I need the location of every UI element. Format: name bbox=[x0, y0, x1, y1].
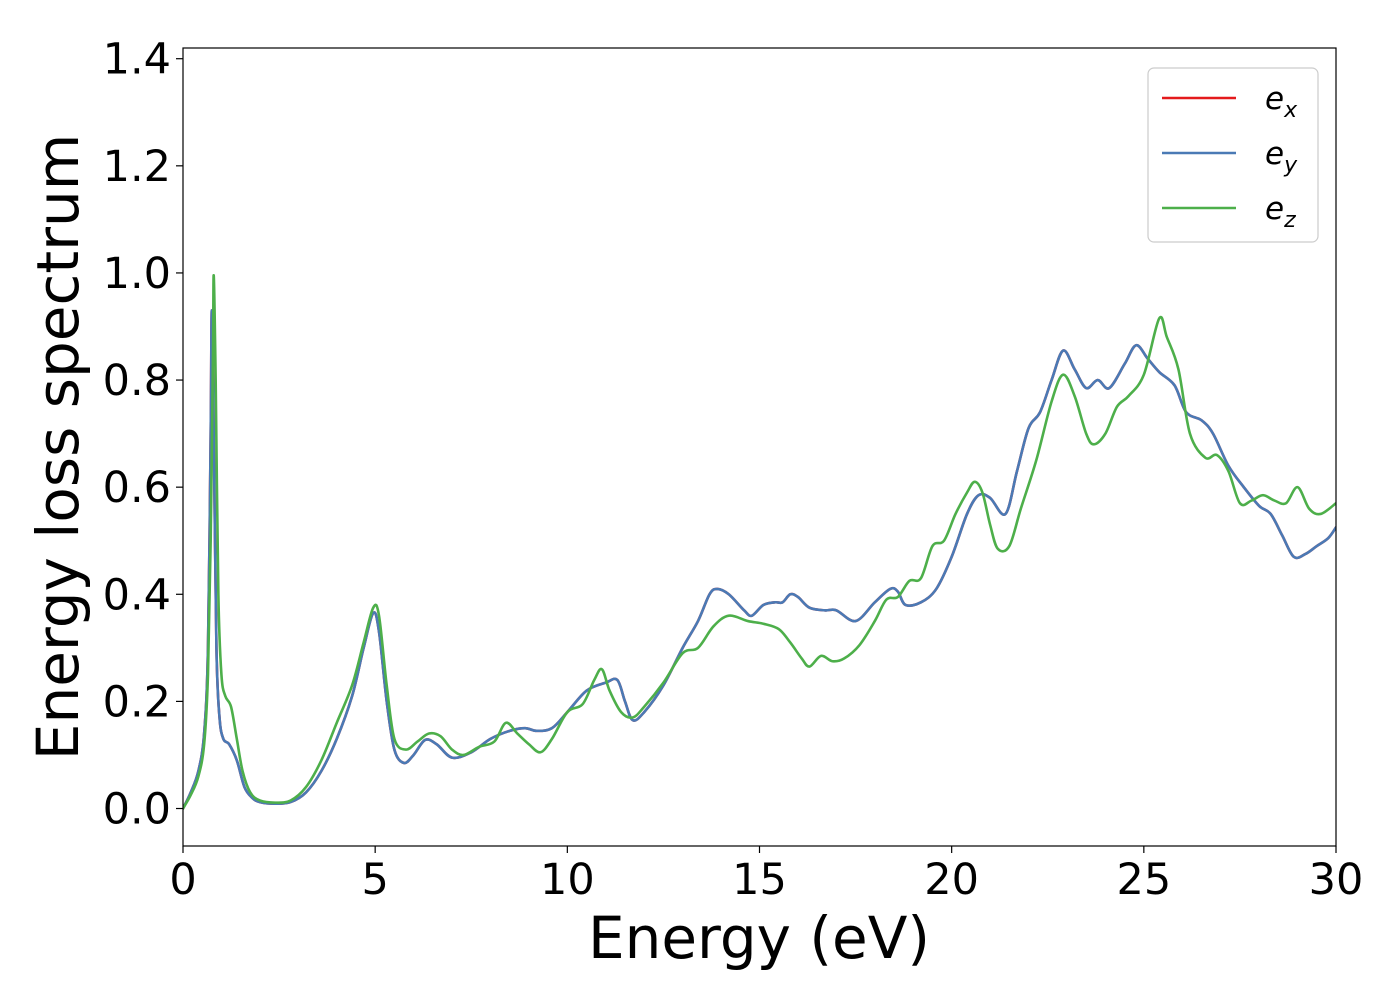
legend-label-subscript: x bbox=[1283, 98, 1298, 123]
series-line-e-z bbox=[183, 274, 1336, 810]
y-tick-label: 0.4 bbox=[103, 570, 171, 620]
y-tick-label: 0.2 bbox=[103, 677, 171, 727]
x-tick-label: 20 bbox=[924, 855, 979, 905]
y-tick-label: 0.6 bbox=[103, 463, 171, 513]
y-tick-label: 0.0 bbox=[103, 785, 171, 835]
y-axis-title: Energy loss spectrum bbox=[24, 134, 92, 760]
series-layer bbox=[183, 274, 1336, 810]
series-line-e-y bbox=[183, 309, 1336, 810]
y-tick-label: 1.4 bbox=[103, 35, 171, 85]
legend-label-e-x: ex bbox=[1265, 81, 1298, 123]
series-line-e-x bbox=[183, 309, 1336, 810]
y-tick-label: 1.2 bbox=[103, 142, 171, 192]
legend-label-subscript: z bbox=[1283, 208, 1296, 233]
x-axis: 0 5 10 15 20 25 30 bbox=[169, 846, 1363, 905]
x-tick-label: 5 bbox=[361, 855, 388, 905]
x-tick-label: 10 bbox=[540, 855, 595, 905]
y-tick-label: 0.8 bbox=[103, 356, 171, 406]
legend-label-subscript: y bbox=[1283, 153, 1298, 178]
legend-label-base: e bbox=[1265, 81, 1284, 117]
y-tick-label: 1.0 bbox=[103, 249, 171, 299]
legend-label-base: e bbox=[1265, 136, 1284, 172]
x-tick-label: 15 bbox=[732, 855, 787, 905]
legend-label-e-y: ey bbox=[1265, 136, 1298, 178]
legend-label-e-z: ez bbox=[1265, 191, 1296, 233]
legend-frame bbox=[1147, 67, 1319, 243]
x-axis-title: Energy (eV) bbox=[588, 904, 930, 972]
legend-label-base: e bbox=[1265, 191, 1284, 227]
x-tick-label: 0 bbox=[169, 855, 196, 905]
x-tick-label: 30 bbox=[1309, 855, 1364, 905]
y-axis: 0.0 0.2 0.4 0.6 0.8 1.0 1.2 1.4 bbox=[103, 35, 183, 835]
x-tick-label: 25 bbox=[1116, 855, 1171, 905]
